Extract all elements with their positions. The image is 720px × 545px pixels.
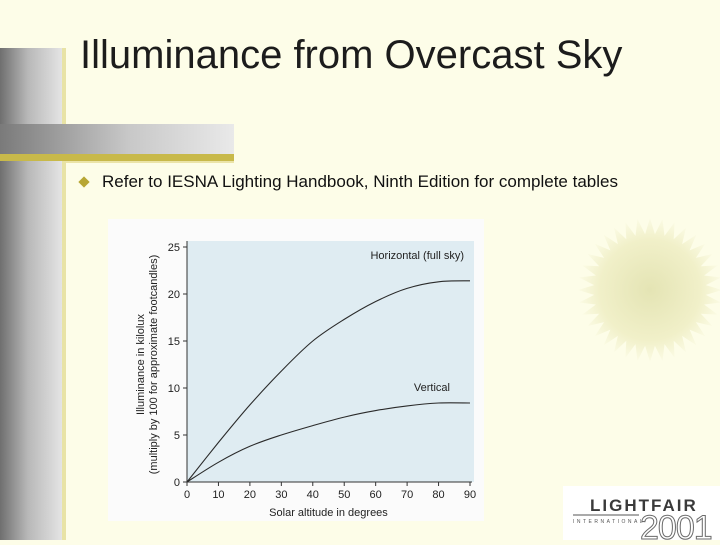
series-line-1 — [186, 402, 471, 483]
x-tick-label: 80 — [432, 489, 444, 501]
illuminance-chart: 0 10 20 30 40 50 60 70 80 90 0 5 10 15 20 25 Horizontal… — [135, 241, 476, 519]
lightfair-logo-graphic: LIGHTFAIR INTERNATIONAL 2001 — [573, 496, 713, 545]
plot-area — [187, 241, 474, 482]
x-tick-label: 50 — [338, 489, 350, 501]
sunburst-icon — [578, 218, 720, 362]
series-label-1: Vertical — [414, 382, 450, 394]
x-tick-label: 20 — [244, 489, 256, 501]
logo-year: 2001 — [640, 509, 712, 540]
left-decor-stripe — [62, 48, 66, 540]
title-decor-shade — [0, 124, 234, 154]
y-tick-label: 15 — [168, 336, 180, 348]
logo-subtitle: INTERNATIONAL — [573, 519, 645, 525]
x-tick-label: 40 — [307, 489, 319, 501]
y-axis-sublabel: (multiply by 100 for approximate footcan… — [148, 255, 160, 475]
chart-axes — [186, 241, 472, 483]
bullet-text: Refer to IESNA Lighting Handbook, Ninth … — [102, 172, 618, 191]
series-line-0 — [186, 280, 471, 483]
series-label-0: Horizontal (full sky) — [370, 250, 464, 262]
left-decor-bar — [0, 48, 62, 540]
y-tick-label: 10 — [168, 383, 180, 395]
y-tick-label: 20 — [168, 289, 180, 301]
chart-panel: 0 10 20 30 40 50 60 70 80 90 0 5 10 15 20 25 Horizontal… — [108, 219, 484, 521]
x-tick-label: 90 — [464, 489, 476, 501]
x-tick-label: 10 — [212, 489, 224, 501]
x-tick-label: 60 — [370, 489, 382, 501]
logo-name: LIGHTFAIR — [590, 496, 698, 515]
y-axis-label: Illuminance in kilolux — [135, 314, 147, 415]
y-tick-label: 25 — [168, 242, 180, 254]
x-tick-label: 70 — [401, 489, 413, 501]
title-underline — [0, 154, 234, 161]
bullet-icon — [78, 176, 90, 188]
x-tick-label: 0 — [184, 489, 190, 501]
title-underline-light — [66, 161, 234, 163]
page-title: Illuminance from Overcast Sky — [80, 33, 623, 77]
lightfair-logo: LIGHTFAIR INTERNATIONAL 2001 — [563, 486, 720, 545]
x-tick-label: 30 — [275, 489, 287, 501]
y-tick-label: 0 — [174, 477, 180, 489]
y-tick-label: 5 — [174, 430, 180, 442]
x-axis-label: Solar altitude in degrees — [269, 507, 388, 519]
